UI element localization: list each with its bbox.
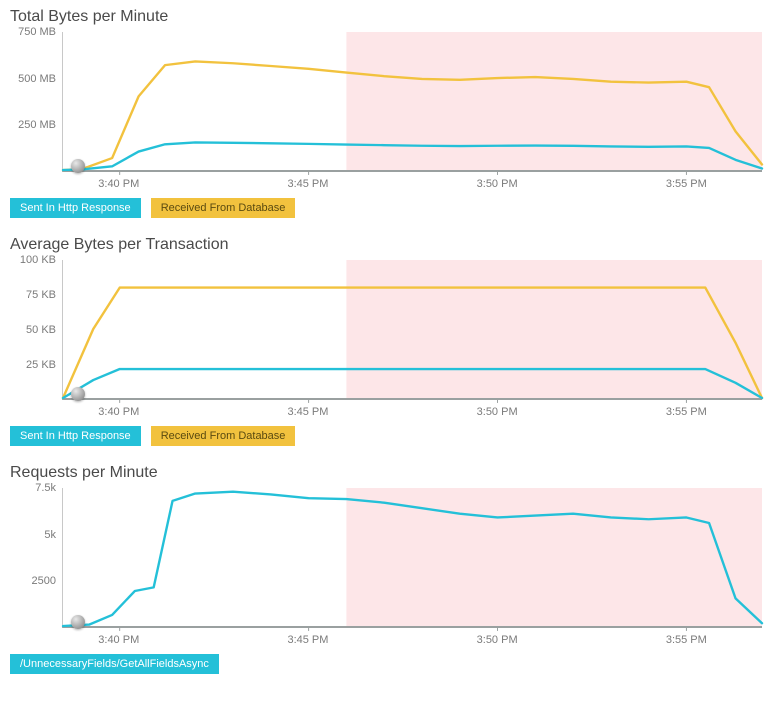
x-tick-label: 3:45 PM bbox=[287, 634, 328, 646]
y-axis: 250 MB500 MB750 MB bbox=[10, 32, 62, 172]
x-tick-label: 3:45 PM bbox=[287, 178, 328, 190]
chart-frame: 25005k7.5k3:40 PM3:45 PM3:50 PM3:55 PM bbox=[10, 488, 762, 648]
chart-frame: 250 MB500 MB750 MB3:40 PM3:45 PM3:50 PM3… bbox=[10, 32, 762, 192]
point-marker-icon[interactable] bbox=[71, 615, 85, 629]
x-axis: 3:40 PM 3:45 PM 3:50 PM 3:55 PM bbox=[62, 402, 762, 420]
chart-title: Requests per Minute bbox=[10, 464, 765, 482]
x-tick-label: 3:50 PM bbox=[477, 634, 518, 646]
y-tick-label: 250 MB bbox=[18, 119, 56, 131]
y-tick-label: 500 MB bbox=[18, 73, 56, 85]
plot-area[interactable] bbox=[62, 260, 762, 400]
y-tick-label: 50 KB bbox=[26, 324, 56, 336]
plot-svg bbox=[63, 32, 762, 170]
x-tick-label: 3:55 PM bbox=[666, 634, 707, 646]
x-tick-label: 3:50 PM bbox=[477, 178, 518, 190]
legend-item[interactable]: Received From Database bbox=[151, 426, 296, 446]
highlight-band bbox=[346, 488, 762, 626]
legend: /UnnecessaryFields/GetAllFieldsAsync bbox=[10, 654, 765, 674]
chart-avg-bytes: Average Bytes per Transaction 25 KB 50 KB 7… bbox=[10, 236, 765, 446]
highlight-band bbox=[346, 260, 762, 398]
x-tick-label: 3:40 PM bbox=[98, 178, 139, 190]
legend-item[interactable]: Received From Database bbox=[151, 198, 296, 218]
chart-title: Total Bytes per Minute bbox=[10, 8, 765, 26]
plot-area[interactable] bbox=[62, 488, 762, 628]
chart-title: Average Bytes per Transaction bbox=[10, 236, 765, 254]
y-tick-label: 750 MB bbox=[18, 26, 56, 38]
legend: Sent In Http Response Received From Datab… bbox=[10, 198, 765, 218]
legend-item[interactable]: /UnnecessaryFields/GetAllFieldsAsync bbox=[10, 654, 219, 674]
y-tick-label: 25 KB bbox=[26, 359, 56, 371]
legend: Sent In Http Response Received From Datab… bbox=[10, 426, 765, 446]
y-tick-label: 2500 bbox=[32, 575, 56, 587]
plot-area[interactable] bbox=[62, 32, 762, 172]
y-axis: 25005k7.5k bbox=[10, 488, 62, 628]
y-tick-label: 75 KB bbox=[26, 289, 56, 301]
legend-item[interactable]: Sent In Http Response bbox=[10, 198, 141, 218]
x-tick-label: 3:50 PM bbox=[477, 406, 518, 418]
legend-item[interactable]: Sent In Http Response bbox=[10, 426, 141, 446]
x-tick-label: 3:40 PM bbox=[98, 406, 139, 418]
x-tick-label: 3:40 PM bbox=[98, 634, 139, 646]
x-tick-label: 3:55 PM bbox=[666, 178, 707, 190]
point-marker-icon[interactable] bbox=[71, 159, 85, 173]
chart-total-bytes: Total Bytes per Minute 250 MB 500 MB 750 MB… bbox=[10, 8, 765, 218]
x-axis: 3:40 PM 3:45 PM 3:50 PM 3:55 PM bbox=[62, 630, 762, 648]
plot-svg bbox=[63, 260, 762, 398]
plot-svg bbox=[63, 488, 762, 626]
y-tick-label: 5k bbox=[44, 529, 56, 541]
y-axis: 25 KB50 KB75 KB100 KB bbox=[10, 260, 62, 400]
point-marker-icon[interactable] bbox=[71, 387, 85, 401]
x-axis: 3:40 PM 3:45 PM 3:50 PM 3:55 PM bbox=[62, 174, 762, 192]
x-tick-label: 3:55 PM bbox=[666, 406, 707, 418]
chart-frame: 25 KB50 KB75 KB100 KB3:40 PM3:45 PM3:50 … bbox=[10, 260, 762, 420]
x-tick-label: 3:45 PM bbox=[287, 406, 328, 418]
y-tick-label: 100 KB bbox=[20, 254, 56, 266]
chart-requests: Requests per Minute 2500 5k 7.5k 3:40 PM 3:45… bbox=[10, 464, 765, 674]
y-tick-label: 7.5k bbox=[35, 482, 56, 494]
highlight-band bbox=[346, 32, 762, 170]
